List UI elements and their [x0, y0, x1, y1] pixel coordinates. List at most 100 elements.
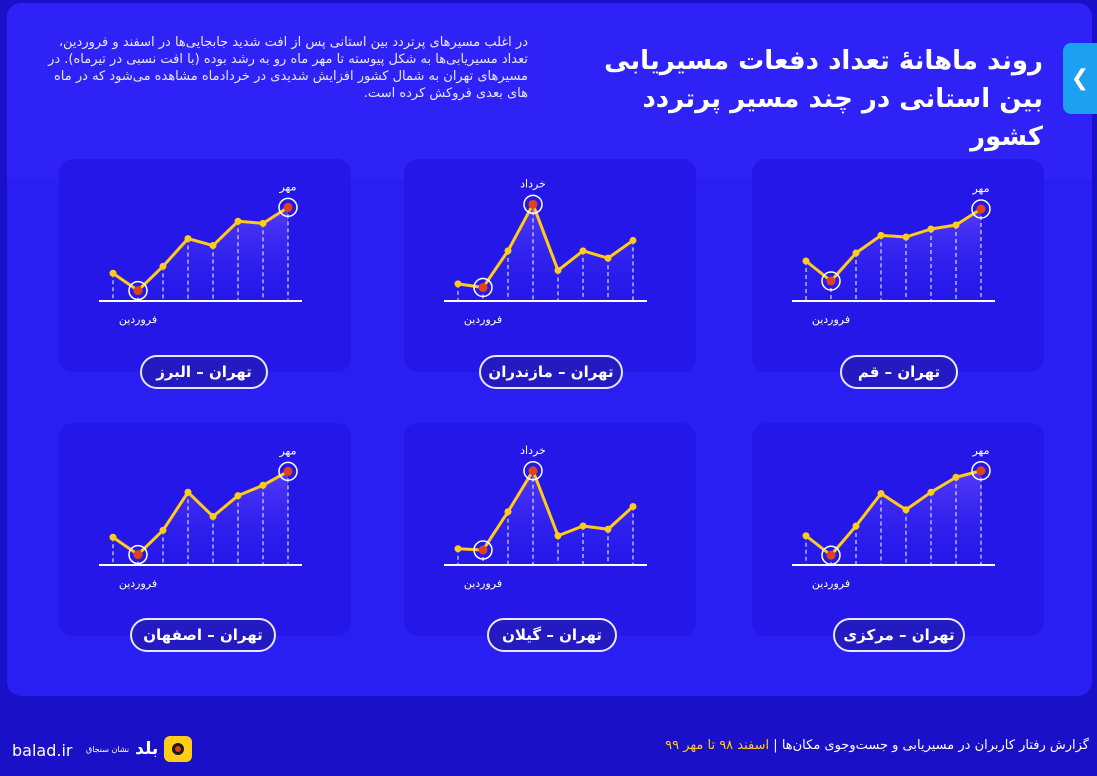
highlight-ring-0 [128, 280, 148, 301]
footer-separator: | [773, 738, 778, 753]
data-point-5 [579, 247, 587, 255]
route-label-tehran-markazi[interactable]: تهران – مرکزی [833, 618, 965, 652]
annotation-label-1: خرداد [520, 444, 546, 457]
data-point-6 [952, 221, 960, 229]
data-point-6 [604, 525, 612, 533]
data-point-2 [159, 526, 167, 534]
highlight-ring-1 [523, 194, 543, 215]
annotation-label-1: مهر [971, 444, 989, 457]
series-area [458, 470, 633, 565]
highlight-point-1 [976, 466, 986, 476]
route-label-tehran-isfahan[interactable]: تهران – اصفهان [130, 618, 276, 652]
data-point-3 [877, 490, 885, 497]
data-point-5 [234, 217, 242, 225]
chart-card-tehran-alborz: فروردین مهر [59, 159, 351, 372]
series-line [112, 470, 289, 557]
data-point-3 [184, 488, 192, 496]
data-point-2 [504, 508, 512, 516]
page-title: روند ماهانهٔ تعداد دفعات مسیریابی بین اس… [603, 42, 1043, 156]
chart-1: فروردین خرداد [444, 177, 647, 326]
chart-card-tehran-isfahan: فروردین مهر [59, 423, 351, 636]
footer-note-main: گزارش رفتار کاربران در مسیریابی و جست‌وج… [781, 738, 1089, 753]
data-point-5 [234, 492, 242, 500]
annotation-label-0: فروردین [812, 313, 850, 326]
annotation-label-0: فروردین [119, 577, 157, 590]
highlight-point-1 [283, 202, 293, 212]
series-area [806, 209, 981, 301]
chart-card-tehran-mazandaran: فروردین خرداد [404, 159, 696, 372]
highlight-point-1 [528, 199, 538, 209]
chart-3: فروردین مهر [99, 444, 302, 590]
chart-0: فروردین مهر [99, 180, 302, 326]
data-point-6 [259, 481, 267, 489]
highlight-point-0 [826, 550, 836, 560]
annotation-label-0: فروردین [464, 313, 502, 326]
footer-date-range: اسفند ۹۸ تا مهر ۹۹ [665, 738, 770, 753]
data-point-4 [902, 233, 910, 241]
highlight-ring-0 [821, 271, 841, 291]
data-point-6 [604, 254, 612, 262]
data-point-5 [927, 225, 935, 233]
data-point-2 [159, 262, 167, 270]
highlight-point-0 [478, 545, 488, 555]
highlight-ring-1 [971, 199, 991, 219]
chart-4: فروردین خرداد [444, 444, 647, 590]
chart-card-tehran-gilan: فروردین خرداد [404, 423, 696, 636]
series-area [113, 471, 288, 565]
series-area [113, 207, 288, 301]
site-url[interactable]: balad.ir [12, 741, 73, 760]
data-point-5 [579, 522, 587, 530]
highlight-point-0 [133, 286, 143, 296]
series-area [458, 204, 633, 301]
series-line [805, 469, 982, 557]
data-point-6 [259, 219, 267, 227]
title-line-1: روند ماهانهٔ تعداد دفعات مسیریابی [604, 46, 1043, 76]
highlight-ring-0 [821, 545, 841, 565]
highlight-point-1 [976, 204, 986, 214]
annotation-label-1: مهر [278, 180, 296, 193]
back-button[interactable]: ❮ [1063, 43, 1097, 114]
data-point-4 [902, 506, 910, 514]
data-point-2 [852, 522, 860, 530]
data-point-0 [454, 280, 462, 288]
series-line [457, 469, 635, 552]
data-point-0 [802, 532, 810, 540]
highlight-ring-0 [473, 277, 493, 298]
highlight-point-0 [478, 283, 488, 293]
footer-note: گزارش رفتار کاربران در مسیریابی و جست‌وج… [665, 738, 1089, 753]
annotation-label-1: خرداد [520, 177, 546, 190]
data-point-0 [109, 533, 117, 541]
data-point-4 [554, 266, 562, 274]
series-line [805, 207, 982, 283]
data-point-3 [877, 231, 885, 239]
annotation-label-1: مهر [278, 444, 296, 457]
annotation-label-1: مهر [971, 182, 989, 195]
highlight-ring-1 [523, 461, 543, 481]
page-description: در اغلب مسیرهای پرتردد بین استانی پس از … [48, 35, 528, 101]
data-point-2 [504, 247, 512, 255]
route-label-tehran-mazandaran[interactable]: تهران – مازندران [479, 355, 623, 389]
balad-logo-icon: بلد نشان سنجاق [86, 736, 193, 762]
annotation-label-0: فروردین [464, 577, 502, 590]
series-line [457, 202, 634, 290]
chart-card-tehran-qom: فروردین مهر [752, 159, 1044, 372]
logo-mark [164, 736, 193, 762]
data-point-4 [209, 512, 217, 520]
highlight-ring-1 [971, 461, 991, 481]
title-line-2: بین استانی در چند مسیر پرتردد کشور [642, 84, 1043, 152]
chart-2: فروردین مهر [792, 182, 995, 326]
header-panel [7, 3, 1092, 179]
highlight-point-0 [133, 550, 143, 560]
route-label-tehran-gilan[interactable]: تهران – گیلان [487, 618, 617, 652]
data-point-0 [454, 545, 462, 553]
route-label-tehran-alborz[interactable]: تهران – البرز [140, 355, 268, 389]
route-label-tehran-qom[interactable]: تهران – قم [840, 355, 958, 389]
series-line [112, 206, 289, 293]
data-point-6 [952, 473, 960, 481]
highlight-point-0 [826, 276, 836, 286]
data-point-5 [927, 488, 935, 496]
data-point-4 [209, 242, 217, 250]
logo-subtext: نشان سنجاق [86, 744, 130, 754]
highlight-point-1 [528, 466, 538, 476]
highlight-ring-1 [278, 197, 298, 218]
